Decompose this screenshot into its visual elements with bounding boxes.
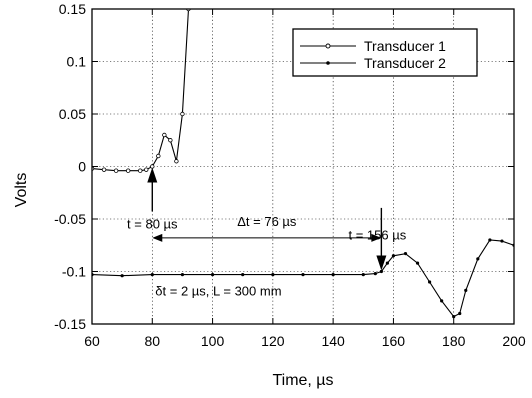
data-point-transducer-1	[162, 132, 167, 138]
data-point-transducer-2	[241, 273, 245, 277]
y-tick-label: 0	[78, 159, 86, 175]
data-point-transducer-2	[361, 273, 365, 277]
axes-layer: 60 80 100 120 140 160 180 200 -0.15 -0.1 -0.05 0 0.0…	[54, 1, 526, 349]
data-point-transducer-2	[452, 315, 456, 319]
data-point-transducer-1	[125, 168, 131, 173]
data-point-transducer-2	[150, 273, 154, 277]
legend-marker-transducer-1	[325, 43, 331, 49]
data-point-transducer-1	[101, 167, 107, 172]
data-point-transducer-1	[144, 167, 149, 172]
data-point-transducer-2	[458, 311, 462, 316]
y-tick-label: 0.15	[59, 1, 86, 17]
t2-arrow-head	[376, 255, 387, 271]
x-tick-label: 200	[502, 333, 526, 349]
delta-t-arrow-right	[371, 233, 382, 242]
data-point-transducer-2	[271, 273, 275, 277]
legend-label-transducer-2: Transducer 2	[364, 55, 446, 71]
series-line-transducer-2	[92, 239, 514, 318]
data-point-transducer-1	[174, 159, 179, 164]
data-point-transducer-2	[415, 261, 420, 265]
data-point-transducer-1	[113, 168, 119, 173]
data-point-transducer-2	[180, 273, 185, 277]
legend-box	[292, 28, 478, 77]
data-point-transducer-2	[373, 272, 377, 276]
data-point-transducer-2	[440, 299, 444, 303]
data-point-transducer-2	[391, 254, 396, 258]
series-line-transducer-1	[92, 9, 190, 172]
data-point-transducer-2	[464, 288, 468, 292]
annotation-layer: Δt = 76 µs t = 80 µs t = 156 µs δt = 2 µs, …	[127, 167, 407, 299]
data-point-transducer-2	[488, 238, 492, 242]
data-point-transducer-1	[138, 168, 143, 173]
data-point-transducer-2	[331, 273, 335, 277]
y-tick-label: -0.15	[54, 316, 86, 332]
data-point-transducer-1	[156, 153, 161, 159]
y-tick-label: -0.05	[54, 211, 86, 227]
series-layer	[92, 9, 514, 319]
t1-label: t = 80 µs	[127, 217, 178, 232]
data-point-transducer-2	[476, 257, 480, 261]
data-point-transducer-2	[379, 269, 383, 274]
t1-arrow-head	[147, 167, 158, 183]
legend-label-transducer-1: Transducer 1	[364, 38, 446, 54]
y-tick-label: 0.1	[67, 54, 87, 70]
y-tick-label: -0.1	[62, 264, 86, 280]
data-point-transducer-2	[210, 273, 215, 277]
data-point-transducer-2	[500, 239, 504, 243]
data-point-transducer-2	[385, 261, 389, 265]
x-tick-label: 160	[382, 333, 406, 349]
data-point-transducer-2	[301, 273, 305, 277]
data-point-transducer-1	[168, 138, 173, 143]
data-point-transducer-2	[403, 252, 408, 256]
legend-marker-transducer-2	[326, 61, 330, 65]
t2-label: t = 156 µs	[349, 228, 407, 243]
x-tick-label: 80	[144, 333, 160, 349]
data-point-transducer-2	[120, 274, 124, 278]
x-tick-label: 120	[261, 333, 285, 349]
x-tick-label: 140	[321, 333, 345, 349]
x-tick-label: 60	[84, 333, 100, 349]
delta-t-label: Δt = 76 µs	[237, 214, 297, 229]
data-point-transducer-1	[180, 111, 185, 117]
legend: Transducer 1 Transducer 2	[292, 28, 478, 77]
y-tick-label: 0.05	[59, 106, 86, 122]
data-point-transducer-2	[428, 280, 432, 284]
y-axis-title: Volts	[13, 173, 30, 208]
x-tick-label: 180	[442, 333, 466, 349]
delta-t-arrow-left	[152, 233, 163, 242]
x-axis-title: Time, µs	[272, 372, 333, 389]
x-tick-label: 100	[201, 333, 225, 349]
parameters-label: δt = 2 µs, L = 300 mm	[155, 284, 281, 299]
